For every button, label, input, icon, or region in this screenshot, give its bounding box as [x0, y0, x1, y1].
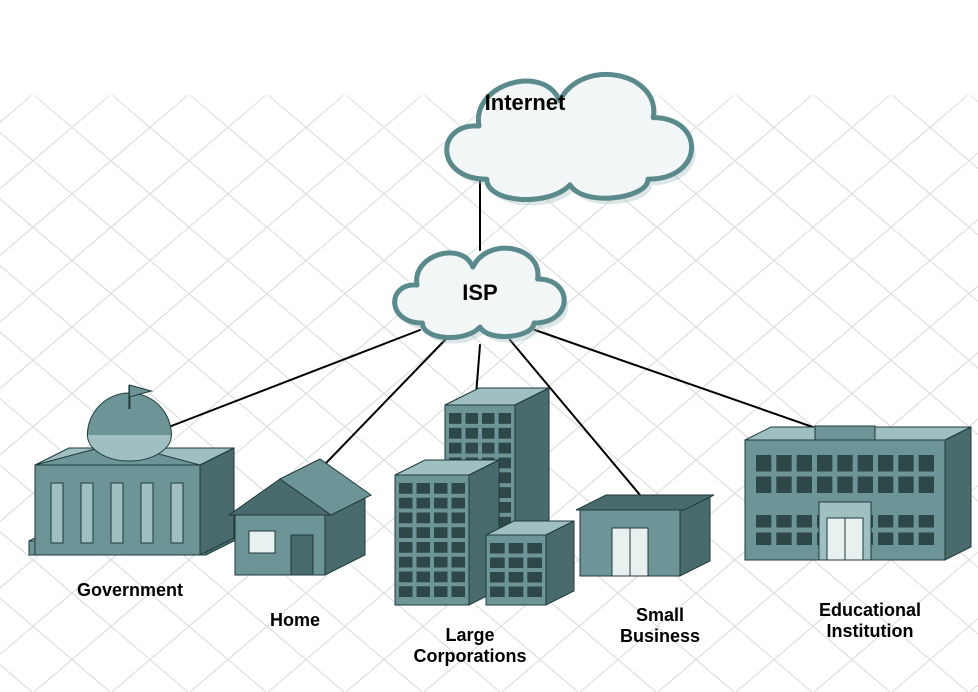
home-label: Home — [250, 610, 340, 631]
diagram-stage: Internet ISP Government Home LargeCorpor… — [0, 0, 978, 692]
smb-label: SmallBusiness — [590, 605, 730, 646]
isp-label: ISP — [445, 280, 515, 305]
internet-label: Internet — [465, 90, 585, 115]
government-label: Government — [50, 580, 210, 601]
edu-label: EducationalInstitution — [770, 600, 970, 641]
corp-label: LargeCorporations — [380, 625, 560, 666]
